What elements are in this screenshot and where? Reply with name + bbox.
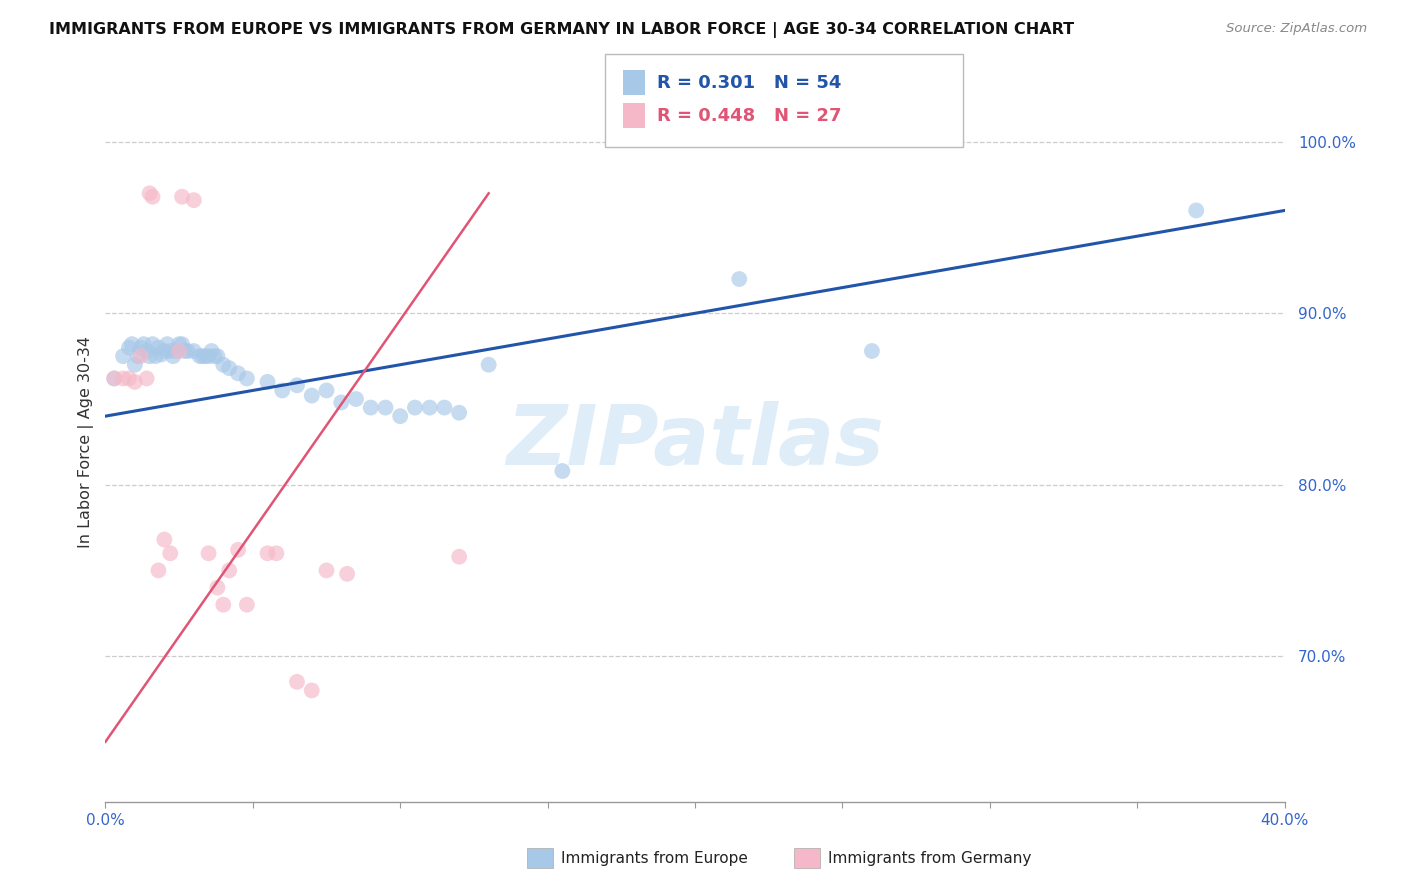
Point [103, 371, 125, 385]
Point [236, 598, 259, 612]
Point [170, 190, 193, 204]
Point [129, 349, 152, 363]
Point [153, 344, 176, 359]
Point [159, 344, 181, 359]
Point [207, 349, 229, 363]
Point [150, 347, 173, 361]
Point [129, 341, 152, 355]
Point [194, 349, 217, 363]
Point [301, 683, 323, 698]
Point [212, 358, 235, 372]
Point [167, 337, 190, 351]
Text: Source: ZipAtlas.com: Source: ZipAtlas.com [1226, 22, 1367, 36]
Point [124, 358, 146, 372]
Point [315, 563, 337, 577]
Point [389, 409, 412, 424]
Point [212, 598, 235, 612]
Text: ZIPatlas: ZIPatlas [506, 401, 884, 483]
Point [360, 401, 382, 415]
Point [112, 349, 135, 363]
Text: Immigrants from Europe: Immigrants from Europe [561, 851, 748, 865]
Point [285, 378, 308, 392]
Point [204, 349, 226, 363]
Point [271, 384, 294, 398]
Point [344, 392, 367, 406]
Point [165, 344, 187, 359]
Point [728, 272, 751, 286]
Point [156, 337, 179, 351]
Point [118, 341, 141, 355]
Point [162, 349, 184, 363]
Point [121, 337, 143, 351]
Point [301, 388, 323, 402]
Point [449, 549, 471, 564]
Point [266, 546, 288, 560]
Point [336, 566, 359, 581]
Point [218, 361, 240, 376]
Point [142, 190, 165, 204]
Point [374, 401, 396, 415]
Point [124, 375, 146, 389]
Point [449, 406, 471, 420]
Point [127, 349, 149, 363]
Point [226, 366, 249, 380]
Point [138, 349, 160, 363]
Point [118, 371, 141, 385]
Point [200, 344, 222, 359]
Point [138, 186, 160, 201]
Point [315, 384, 337, 398]
Point [148, 341, 170, 355]
Point [236, 371, 259, 385]
Point [404, 401, 426, 415]
Point [148, 563, 170, 577]
Point [197, 349, 219, 363]
Point [419, 401, 441, 415]
Point [330, 395, 353, 409]
Point [132, 337, 155, 351]
Point [207, 581, 229, 595]
Text: IMMIGRANTS FROM EUROPE VS IMMIGRANTS FROM GERMANY IN LABOR FORCE | AGE 30-34 COR: IMMIGRANTS FROM EUROPE VS IMMIGRANTS FRO… [49, 22, 1074, 38]
Point [256, 375, 278, 389]
Text: Immigrants from Germany: Immigrants from Germany [828, 851, 1032, 865]
Point [145, 349, 167, 363]
Point [860, 344, 883, 359]
Point [135, 371, 157, 385]
Point [218, 563, 240, 577]
Point [183, 344, 205, 359]
Point [142, 337, 165, 351]
Point [256, 546, 278, 560]
Y-axis label: In Labor Force | Age 30-34: In Labor Force | Age 30-34 [79, 336, 94, 548]
Point [1185, 203, 1208, 218]
Point [177, 344, 200, 359]
Point [191, 349, 214, 363]
Point [285, 674, 308, 689]
Point [159, 546, 181, 560]
Point [135, 344, 157, 359]
Point [551, 464, 574, 478]
Text: R = 0.301   N = 54: R = 0.301 N = 54 [657, 74, 841, 92]
Point [174, 344, 197, 359]
Point [226, 542, 249, 557]
Point [103, 371, 125, 385]
Point [153, 533, 176, 547]
Point [167, 344, 190, 359]
Point [170, 337, 193, 351]
Text: R = 0.448   N = 27: R = 0.448 N = 27 [657, 107, 841, 125]
Point [478, 358, 501, 372]
Point [188, 349, 211, 363]
Point [112, 371, 135, 385]
Point [433, 401, 456, 415]
Point [183, 193, 205, 207]
Point [197, 546, 219, 560]
